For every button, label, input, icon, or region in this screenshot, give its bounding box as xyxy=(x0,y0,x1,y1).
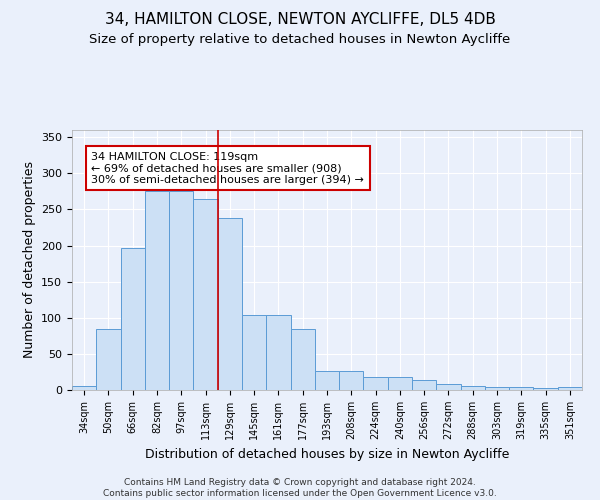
Bar xyxy=(412,380,436,390)
Bar xyxy=(364,377,388,390)
Bar xyxy=(266,315,290,390)
Bar xyxy=(96,330,121,390)
Text: 34 HAMILTON CLOSE: 119sqm
← 69% of detached houses are smaller (908)
30% of semi: 34 HAMILTON CLOSE: 119sqm ← 69% of detac… xyxy=(91,152,364,185)
Bar xyxy=(121,248,145,390)
Y-axis label: Number of detached properties: Number of detached properties xyxy=(23,162,35,358)
Bar xyxy=(509,387,533,390)
Bar xyxy=(193,198,218,390)
Text: Contains HM Land Registry data © Crown copyright and database right 2024.
Contai: Contains HM Land Registry data © Crown c… xyxy=(103,478,497,498)
Bar xyxy=(145,192,169,390)
Bar xyxy=(436,384,461,390)
Bar xyxy=(339,371,364,390)
X-axis label: Distribution of detached houses by size in Newton Aycliffe: Distribution of detached houses by size … xyxy=(145,448,509,460)
Bar xyxy=(315,371,339,390)
Bar xyxy=(290,330,315,390)
Bar xyxy=(388,377,412,390)
Bar xyxy=(485,387,509,390)
Bar xyxy=(72,386,96,390)
Text: Size of property relative to detached houses in Newton Aycliffe: Size of property relative to detached ho… xyxy=(89,32,511,46)
Bar xyxy=(242,315,266,390)
Bar xyxy=(558,387,582,390)
Bar xyxy=(218,218,242,390)
Bar xyxy=(533,388,558,390)
Bar xyxy=(169,192,193,390)
Text: 34, HAMILTON CLOSE, NEWTON AYCLIFFE, DL5 4DB: 34, HAMILTON CLOSE, NEWTON AYCLIFFE, DL5… xyxy=(104,12,496,28)
Bar xyxy=(461,386,485,390)
